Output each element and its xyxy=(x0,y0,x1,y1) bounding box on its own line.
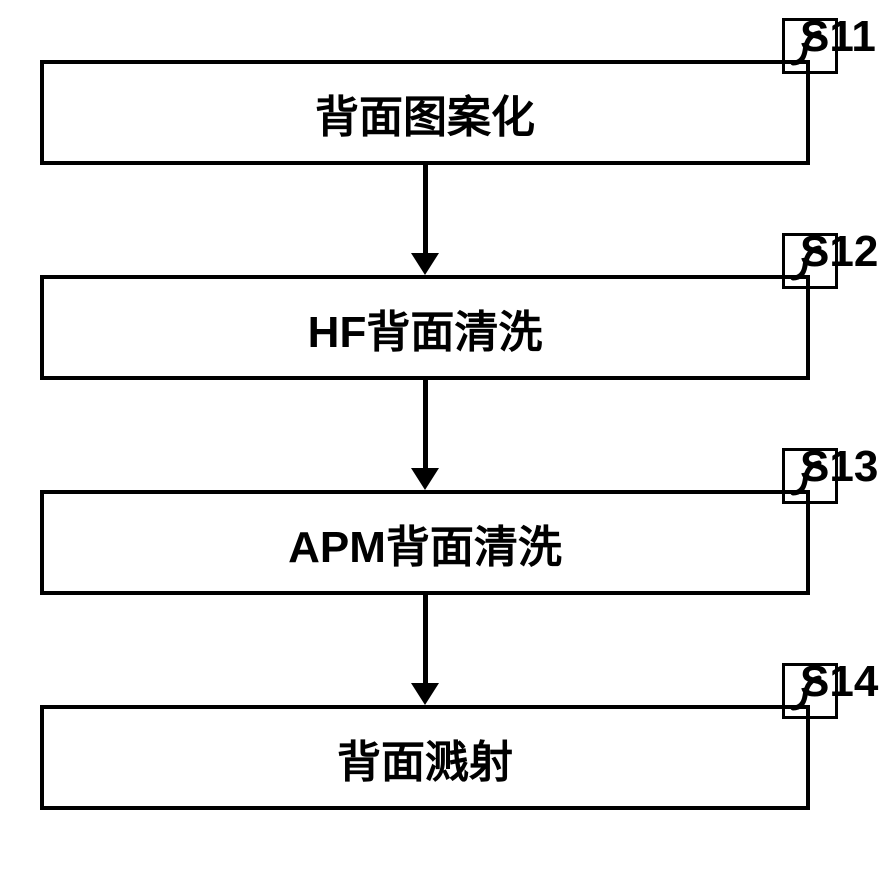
step-box-s13: APM背面清洗 xyxy=(40,490,810,595)
label-connector-s12 xyxy=(782,233,838,289)
label-connector-s14 xyxy=(782,663,838,719)
arrow-head-icon xyxy=(411,683,439,705)
step-box-s14: 背面溅射 xyxy=(40,705,810,810)
arrow-line-1 xyxy=(423,165,428,253)
arrow-line-2 xyxy=(423,380,428,468)
arrow-head-icon xyxy=(411,468,439,490)
label-connector-s11 xyxy=(782,18,838,74)
step-text: APM背面清洗 xyxy=(288,511,562,575)
arrow-head-icon xyxy=(411,253,439,275)
step-box-s12: HF背面清洗 xyxy=(40,275,810,380)
step-text: 背面溅射 xyxy=(337,726,513,790)
step-box-s11: 背面图案化 xyxy=(40,60,810,165)
step-text: HF背面清洗 xyxy=(308,296,543,360)
arrow-line-3 xyxy=(423,595,428,683)
step-text: 背面图案化 xyxy=(315,81,535,145)
label-connector-s13 xyxy=(782,448,838,504)
flowchart-diagram: 背面图案化S11HF背面清洗S12APM背面清洗S13背面溅射S14 xyxy=(0,0,887,874)
